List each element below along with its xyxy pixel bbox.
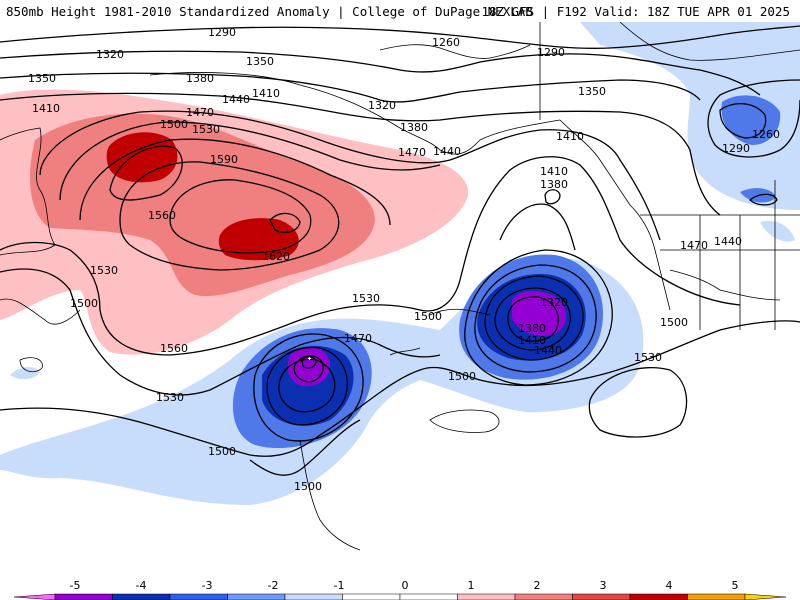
- colorbar-segment: [54, 593, 113, 600]
- contour-label: 1560: [160, 342, 188, 355]
- contour-label: 1470: [344, 332, 372, 345]
- colorbar-tick-label: 5: [732, 579, 739, 592]
- colorbar-segment: [284, 593, 343, 600]
- colorbar-tick-label: 0: [402, 579, 409, 592]
- contour-label: 1380: [400, 121, 428, 134]
- height-anomaly-map: 1290 1320 1350 1350 1380 1410 1410 1440 …: [0, 22, 800, 578]
- contour-label: 1530: [352, 292, 380, 305]
- contour-label: 1620: [262, 250, 290, 263]
- colorbar-tick-label: 3: [600, 579, 607, 592]
- contour-label: 1350: [246, 55, 274, 68]
- colorbar-extend-min: [13, 593, 56, 600]
- contour-label: 1410: [540, 165, 568, 178]
- colorbar-tick-label: -5: [70, 579, 81, 592]
- contour-label: 1560: [148, 209, 176, 222]
- anomaly-colorbar: -5 -4 -3 -2 -1 0 1 2 3 4 5: [13, 579, 787, 600]
- colorbar-tick-label: -3: [202, 579, 213, 592]
- contour-label: 1500: [448, 370, 476, 383]
- colorbar-segment: [514, 593, 573, 600]
- model-run-info: 18Z GFS | F192 Valid: 18Z TUE APR 01 202…: [481, 4, 790, 19]
- colorbar-segment: [687, 593, 746, 600]
- contour-label: 1440: [534, 344, 562, 357]
- contour-label: 1500: [660, 316, 688, 329]
- contour-label: 1470: [398, 146, 426, 159]
- colorbar-extend-max: [744, 593, 787, 600]
- contour-label: 1530: [156, 391, 184, 404]
- contour-label: 1590: [210, 153, 238, 166]
- colorbar-tick-label: -4: [136, 579, 147, 592]
- map-title: 850mb Height 1981-2010 Standardized Anom…: [6, 4, 533, 19]
- colorbar-segment: [112, 593, 171, 600]
- colorbar-segment: [169, 593, 228, 600]
- contour-label: 1260: [432, 36, 460, 49]
- colorbar-segment: [227, 593, 286, 600]
- contour-label: 1380: [518, 322, 546, 335]
- contour-label: 1410: [32, 102, 60, 115]
- contour-label: 1470: [680, 239, 708, 252]
- contour-label: 1410: [556, 130, 584, 143]
- contour-label: 1440: [714, 235, 742, 248]
- contour-label: 1440: [433, 145, 461, 158]
- contour-label: 1260: [752, 128, 780, 141]
- colorbar-tick-label: 2: [534, 579, 541, 592]
- plus-marker: [308, 357, 311, 360]
- contour-label: 1350: [578, 85, 606, 98]
- contour-label: 1500: [70, 297, 98, 310]
- contour-label: 1530: [90, 264, 118, 277]
- contour-label: 1410: [518, 334, 546, 347]
- colorbar-tick-label: -1: [334, 579, 345, 592]
- contour-label: 1320: [96, 48, 124, 61]
- coastlines: [0, 22, 800, 551]
- contour-label: 1500: [208, 445, 236, 458]
- contour-label: 1500: [414, 310, 442, 323]
- contour-label: 1380: [186, 72, 214, 85]
- contour-label: 1320: [368, 99, 396, 112]
- colorbar-tick-label: 1: [468, 579, 475, 592]
- contour-label: 1530: [192, 123, 220, 136]
- contour-label: 1530: [634, 351, 662, 364]
- colorbar-segment: [399, 593, 458, 600]
- contour-label: 1290: [722, 142, 750, 155]
- contour-label: 1500: [160, 118, 188, 131]
- height-contours: [0, 25, 800, 476]
- contour-label: 1440: [222, 93, 250, 106]
- contour-label: 1350: [28, 72, 56, 85]
- contour-label: 1290: [208, 26, 236, 39]
- colorbar-segment: [457, 593, 516, 600]
- contour-label: 1290: [537, 46, 565, 59]
- colorbar-tick-label: -2: [268, 579, 279, 592]
- contour-labels: 1290 1320 1350 1350 1380 1410 1410 1440 …: [28, 26, 780, 493]
- map-header: 850mb Height 1981-2010 Standardized Anom…: [0, 0, 800, 22]
- contour-label: 1470: [186, 106, 214, 119]
- positive-anomaly-shading: [0, 89, 469, 355]
- contour-label: 1380: [540, 178, 568, 191]
- colorbar-segment: [572, 593, 631, 600]
- contour-label: 1320: [540, 296, 568, 309]
- contour-label: 1410: [252, 87, 280, 100]
- contour-label: 1500: [294, 480, 322, 493]
- colorbar-segment: [629, 593, 688, 600]
- colorbar-tick-label: 4: [666, 579, 673, 592]
- colorbar-segment: [342, 593, 401, 600]
